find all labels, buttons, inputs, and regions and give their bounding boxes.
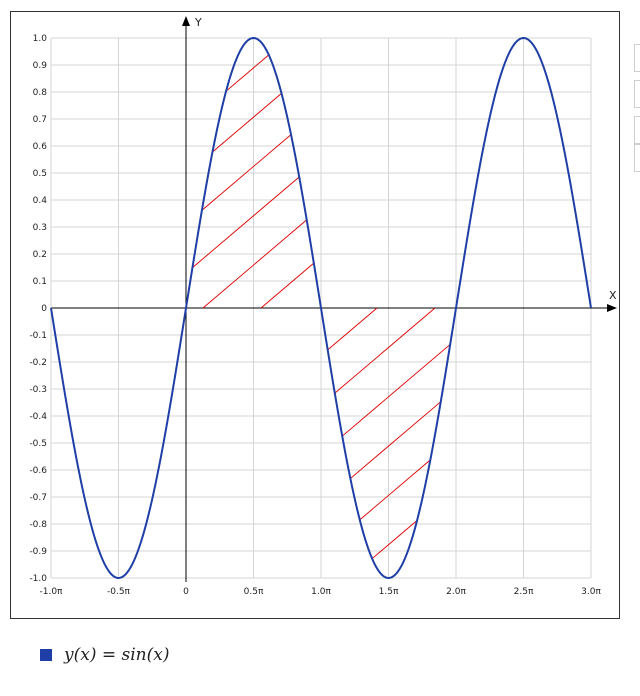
y-tick-label: 0.6 <box>33 142 48 152</box>
y-tick-label: -0.9 <box>29 547 47 557</box>
y-tick-label: 0.7 <box>33 115 47 125</box>
x-tick-label: 1.0π <box>311 587 331 597</box>
hatch-line <box>350 401 441 479</box>
x-tick-label: 2.5π <box>514 587 534 597</box>
x-tick-label: -1.0π <box>40 587 64 597</box>
hatch-line <box>212 93 282 153</box>
x-tick-label: 1.5π <box>379 587 399 597</box>
y-tick-label: 1.0 <box>33 34 48 44</box>
y-tick-label: 0.9 <box>33 61 48 71</box>
y-tick-label: -0.5 <box>29 439 47 449</box>
x-axis-title: X <box>609 289 617 302</box>
x-tick-label: 2.0π <box>446 587 466 597</box>
hatch-line <box>201 134 292 211</box>
y-tick-label: -0.8 <box>29 520 47 530</box>
side-mark <box>634 116 640 144</box>
hatch-line <box>202 219 307 309</box>
y-axis-title: Y <box>194 16 202 29</box>
legend-swatch <box>40 649 52 661</box>
hatch-line <box>334 307 436 394</box>
y-tick-label: -0.6 <box>29 466 47 476</box>
legend: y(x) = sin(x) <box>40 644 169 666</box>
hatch-line <box>260 263 314 309</box>
x-tick-label: 0.5π <box>244 587 264 597</box>
sine-plot: X Y 1.0 0.9 0.8 0.7 0.6 0.5 0.4 0.3 0.2 0.1 0 -0.1 -0.… <box>29 16 617 597</box>
y-tick-label: 0.1 <box>33 277 47 287</box>
y-tick-label: -0.4 <box>29 412 47 422</box>
hatch-line <box>192 176 300 268</box>
side-mark <box>634 80 640 108</box>
side-mark <box>634 44 640 72</box>
side-mark <box>634 144 640 172</box>
series-line-sin <box>50 36 592 580</box>
hatch-line <box>226 54 269 92</box>
y-tick-label: 0.5 <box>33 169 47 179</box>
y-tick-label: -1.0 <box>29 574 47 584</box>
y-tick-label: 0.3 <box>33 223 47 233</box>
y-tick-label: -0.7 <box>29 493 47 503</box>
y-tick-label: -0.1 <box>29 331 47 341</box>
legend-label: y(x) = sin(x) <box>64 645 170 665</box>
x-tick-label: -0.5π <box>107 587 131 597</box>
y-tick-label: -0.3 <box>29 385 47 395</box>
hatch-line <box>372 520 418 559</box>
hatch-line <box>327 307 378 350</box>
y-tick-label: 0.8 <box>33 88 48 98</box>
side-scroll-marks <box>630 14 640 174</box>
chart-frame: X Y 1.0 0.9 0.8 0.7 0.6 0.5 0.4 0.3 0.2 0.1 0 -0.1 -0.… <box>10 11 620 619</box>
y-tick-label: 0.4 <box>33 196 48 206</box>
hatch-line <box>359 459 431 520</box>
x-axis-arrow <box>607 304 617 312</box>
x-tick-label: 3.0π <box>581 587 601 597</box>
y-tick-label: 0.2 <box>33 250 47 260</box>
y-tick-label: 0 <box>41 304 47 314</box>
y-tick-label: -0.2 <box>29 358 47 368</box>
y-axis-arrow <box>182 16 190 26</box>
x-tick-label: 0 <box>183 587 189 597</box>
hatch-line <box>342 344 451 437</box>
